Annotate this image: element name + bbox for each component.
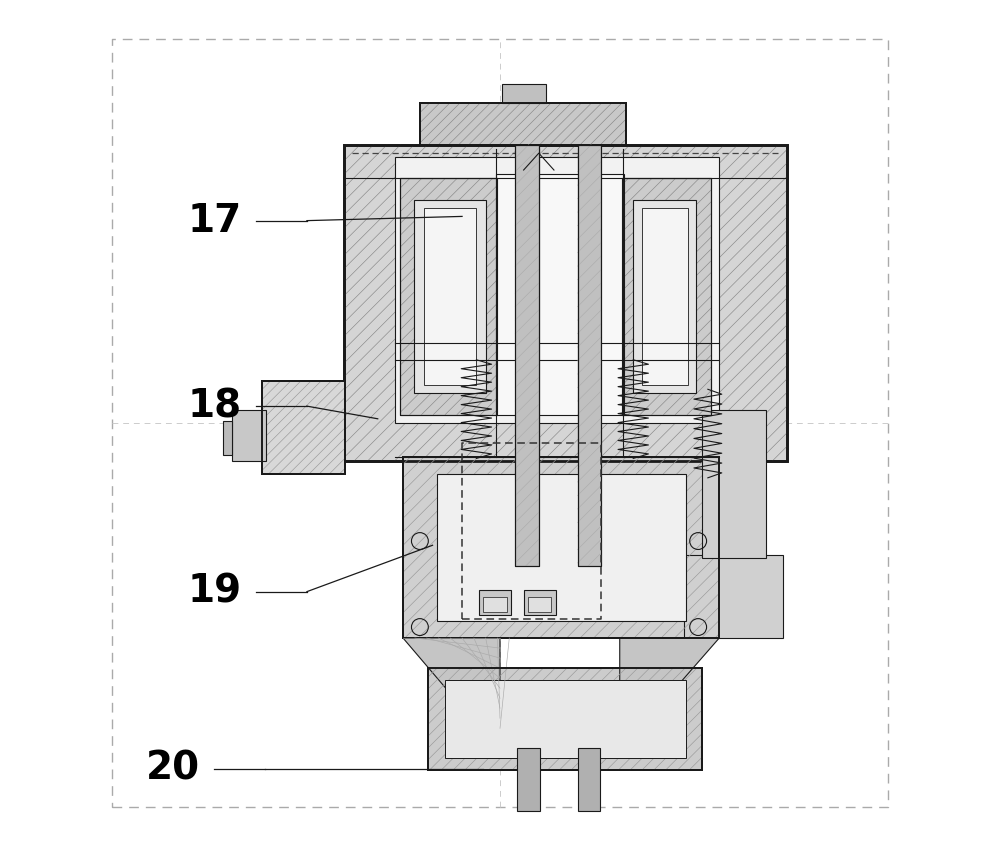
Text: 20: 20: [146, 750, 200, 788]
Text: 17: 17: [188, 201, 242, 239]
Bar: [403, 457, 719, 638]
Bar: [232, 410, 266, 461]
Bar: [483, 596, 507, 612]
Bar: [479, 590, 511, 615]
Bar: [578, 145, 601, 566]
Polygon shape: [620, 638, 719, 752]
Text: 18: 18: [188, 387, 242, 426]
Bar: [517, 748, 540, 810]
Bar: [400, 179, 497, 415]
Bar: [403, 457, 719, 638]
Bar: [223, 421, 232, 455]
Bar: [428, 667, 702, 771]
Bar: [702, 410, 766, 558]
Bar: [428, 667, 702, 771]
Bar: [622, 179, 711, 415]
Bar: [515, 145, 539, 566]
Bar: [400, 179, 497, 415]
Bar: [496, 174, 624, 415]
Bar: [622, 179, 711, 415]
Bar: [642, 208, 688, 385]
Bar: [420, 102, 626, 145]
Bar: [262, 381, 345, 474]
Bar: [528, 596, 551, 612]
Bar: [437, 474, 686, 621]
Bar: [414, 200, 486, 393]
Bar: [424, 208, 476, 385]
Bar: [344, 145, 787, 461]
Bar: [515, 145, 539, 566]
Bar: [684, 555, 783, 638]
Bar: [578, 145, 601, 566]
Bar: [578, 748, 600, 810]
Bar: [395, 157, 719, 423]
Bar: [633, 200, 696, 393]
Polygon shape: [403, 638, 500, 752]
Bar: [445, 680, 686, 758]
Bar: [262, 381, 345, 474]
Bar: [420, 102, 626, 145]
Text: 19: 19: [188, 573, 242, 611]
Bar: [524, 590, 556, 615]
Bar: [344, 145, 787, 461]
Bar: [502, 84, 546, 102]
